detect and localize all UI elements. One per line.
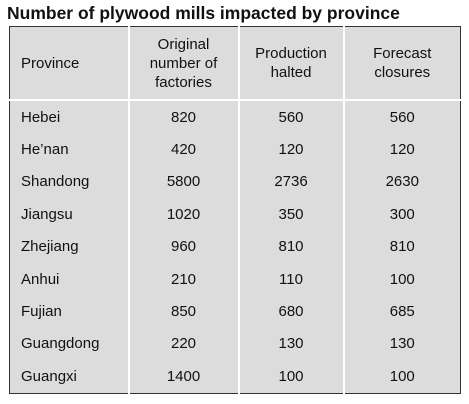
number-cell: 220 [127, 327, 239, 361]
number-cell: 850 [127, 295, 239, 328]
province-cell: Guangxi [21, 367, 77, 385]
header-cell: Production halted [237, 26, 344, 101]
number-cell: 130 [342, 327, 461, 361]
number-cell: 810 [342, 230, 461, 263]
header-text: Forecast closures [373, 45, 432, 81]
number-cell: 685 [342, 295, 461, 328]
table-body: Hebei 820 560 560 He’nan 420 120 120 Shandong 580… [10, 100, 461, 394]
province-cell: He’nan [21, 141, 69, 159]
table-row: Hebei 820 560 560 [10, 100, 461, 134]
province-cell: Hebei [21, 108, 61, 126]
header-cell: Forecast closures [342, 26, 461, 101]
number-cell: 110 [237, 262, 344, 296]
table-row: Jiangsu 1020 350 300 [10, 198, 461, 231]
number-cell: 560 [237, 100, 344, 134]
number-cell: 120 [342, 133, 461, 166]
header-cell: Original number of factories [127, 26, 239, 101]
number-cell: 1020 [127, 198, 239, 231]
table-row: He’nan 420 120 120 [10, 133, 461, 166]
province-cell: Guangdong [21, 335, 100, 353]
number-cell: 560 [342, 100, 461, 134]
table-row: Fujian 850 680 685 [10, 295, 461, 328]
number-cell: 100 [342, 262, 461, 296]
table-row: Shandong 5800 2736 2630 [10, 165, 461, 199]
number-cell: 820 [127, 100, 239, 134]
header-row: Province Original number of factories Prod… [9, 26, 461, 101]
number-cell: 420 [127, 133, 239, 166]
header-text: Province [21, 54, 80, 72]
number-cell: 810 [237, 230, 344, 263]
table-row: Zhejiang 960 810 810 [10, 230, 461, 263]
number-cell: 100 [342, 360, 461, 394]
province-cell: Fujian [21, 303, 62, 321]
province-cell: Shandong [21, 173, 90, 191]
header-text: Original number of factories [149, 35, 218, 91]
province-cell: Anhui [21, 270, 60, 288]
province-cell: Jiangsu [21, 205, 73, 223]
number-cell: 2630 [342, 165, 461, 199]
table-row: Anhui 210 110 100 [10, 262, 461, 296]
number-cell: 1400 [127, 360, 239, 394]
number-cell: 100 [237, 360, 344, 394]
table-row: Guangdong 220 130 130 [10, 327, 461, 361]
number-cell: 680 [237, 295, 344, 328]
table-title: Number of plywood mills impacted by prov… [7, 3, 400, 23]
province-cell: Zhejiang [21, 238, 79, 256]
number-cell: 130 [237, 327, 344, 361]
number-cell: 5800 [127, 165, 239, 199]
header-cell: Province [9, 26, 129, 101]
number-cell: 350 [237, 198, 344, 231]
number-cell: 120 [237, 133, 344, 166]
table: Province Original number of factories Prod… [9, 26, 461, 394]
number-cell: 960 [127, 230, 239, 263]
number-cell: 300 [342, 198, 461, 231]
number-cell: 210 [127, 262, 239, 296]
table-row: Guangxi 1400 100 100 [10, 360, 461, 394]
header-text: Production halted [255, 45, 327, 81]
number-cell: 2736 [237, 165, 344, 199]
